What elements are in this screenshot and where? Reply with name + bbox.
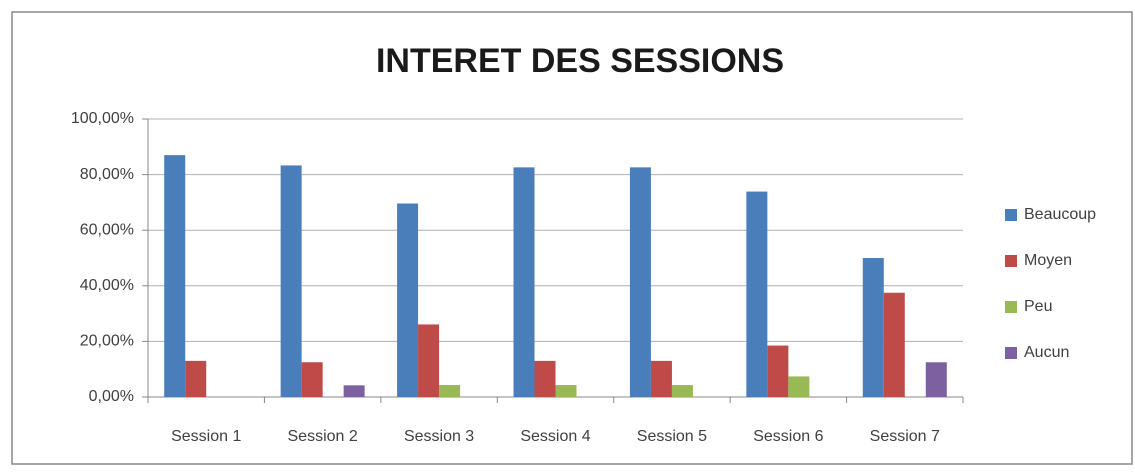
chart-title: INTERET DES SESSIONS xyxy=(376,42,784,80)
x-tick-label: Session 2 xyxy=(288,428,358,445)
y-tick-label: 100,00% xyxy=(71,110,134,127)
bar xyxy=(555,385,577,397)
legend-swatch xyxy=(1005,255,1017,267)
y-tick-label: 60,00% xyxy=(80,221,134,238)
y-tick-label: 20,00% xyxy=(80,333,134,350)
bar xyxy=(650,360,672,397)
x-tick-label: Session 3 xyxy=(404,428,474,445)
bar xyxy=(788,376,810,397)
y-tick-label: 40,00% xyxy=(80,277,134,294)
bar xyxy=(185,360,207,397)
bar xyxy=(767,345,789,397)
x-tick-label: Session 4 xyxy=(520,428,590,445)
legend-label: Aucun xyxy=(1024,344,1069,361)
bar xyxy=(418,324,440,397)
x-tick-label: Session 1 xyxy=(171,428,241,445)
bar xyxy=(301,362,323,397)
y-tick-label: 80,00% xyxy=(80,166,134,183)
legend-label: Peu xyxy=(1024,298,1052,315)
x-tick-label: Session 7 xyxy=(870,428,940,445)
bar xyxy=(862,258,884,397)
bar xyxy=(629,167,651,397)
x-tick-label: Session 5 xyxy=(637,428,707,445)
bar xyxy=(164,155,186,397)
bar xyxy=(280,165,302,397)
bar xyxy=(883,292,905,397)
legend-label: Moyen xyxy=(1024,252,1072,269)
x-tick-label: Session 6 xyxy=(753,428,823,445)
bar xyxy=(746,191,768,397)
legend-swatch xyxy=(1005,301,1017,313)
bar xyxy=(343,385,365,397)
legend-swatch xyxy=(1005,347,1017,359)
legend-swatch xyxy=(1005,209,1017,221)
legend-label: Beaucoup xyxy=(1024,206,1096,223)
bar xyxy=(925,362,947,397)
bar xyxy=(439,385,461,397)
bar xyxy=(671,385,693,397)
y-tick-label: 0,00% xyxy=(89,388,134,405)
bar xyxy=(534,360,556,397)
bar xyxy=(397,203,419,397)
bar xyxy=(513,167,535,397)
